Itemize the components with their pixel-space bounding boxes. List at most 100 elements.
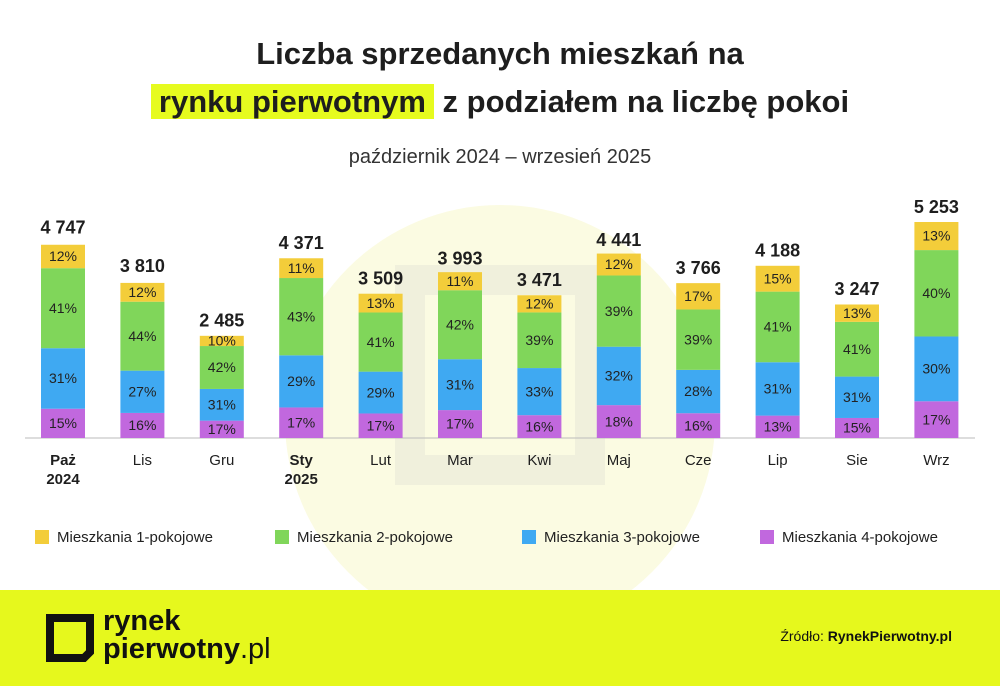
legend-swatch	[760, 530, 774, 544]
x-tick-label: Lis	[133, 452, 152, 469]
bar-segment	[755, 415, 800, 438]
segment-label: 17%	[446, 416, 474, 432]
logo-text: pierwotny	[103, 633, 240, 665]
bar-segment	[914, 401, 959, 438]
bar-segment	[676, 309, 721, 370]
logo-text: pierwotny.pl	[103, 633, 271, 665]
segment-label: 13%	[922, 228, 950, 244]
bar-segment	[120, 412, 165, 438]
x-tick-label: Sie	[846, 452, 868, 469]
total-label: 3 810	[120, 256, 165, 276]
bar-segment	[914, 250, 959, 337]
bar-segment	[914, 336, 959, 402]
total-label: 5 253	[914, 197, 959, 217]
bar-segment	[120, 282, 165, 302]
bar-segment	[517, 312, 562, 369]
segment-label: 29%	[287, 373, 315, 389]
total-label: 3 993	[437, 249, 482, 269]
bar-segment	[517, 368, 562, 416]
x-tick-label: Cze	[685, 452, 712, 469]
logo-icon	[46, 614, 94, 662]
bar-segment	[41, 408, 85, 438]
bar-segment	[120, 370, 165, 413]
segment-label: 17%	[367, 417, 395, 433]
segment-label: 16%	[525, 418, 553, 434]
segment-label: 31%	[764, 381, 792, 397]
bar-segment	[835, 376, 879, 418]
bar-segment	[199, 335, 244, 347]
bar-segment	[41, 348, 85, 409]
segment-label: 43%	[287, 308, 315, 324]
total-label: 4 441	[596, 230, 641, 250]
bar-segment	[199, 346, 244, 389]
segment-label: 31%	[446, 376, 474, 392]
bar-segment	[676, 283, 721, 310]
subtitle: październik 2024 – wrzesień 2025	[348, 146, 652, 168]
bar-segment	[438, 290, 482, 360]
bar-segment	[755, 362, 800, 416]
total-label: 3 247	[834, 279, 879, 299]
bar-segment	[517, 295, 562, 313]
bar-segment	[835, 321, 879, 377]
segment-label: 31%	[49, 370, 77, 386]
bar-segment	[438, 359, 482, 411]
segment-label: 27%	[128, 383, 156, 399]
segment-label: 42%	[208, 359, 236, 375]
bar-segment	[438, 410, 482, 438]
segment-label: 16%	[128, 417, 156, 433]
bar-segment	[120, 301, 165, 371]
chart: 15% 31% 41% 12% 4 747 Paż 2024 16% 27% 44% 12% 3 81…	[25, 197, 975, 590]
legend-label: Mieszkania 4-pokojowe	[782, 529, 938, 546]
bar-segment	[199, 388, 244, 421]
bar-segment	[755, 265, 800, 292]
legend-label: Mieszkania 3-pokojowe	[544, 529, 700, 546]
segment-label: 40%	[922, 285, 950, 301]
bar-segment	[596, 275, 641, 347]
bar-segment	[199, 420, 244, 438]
segment-label: 42%	[446, 316, 474, 332]
source-name: RynekPierwotny.pl	[827, 628, 952, 644]
bar-segment	[676, 413, 721, 438]
x-tick-label: Paż 2024	[46, 452, 80, 488]
bar-segment	[755, 291, 800, 363]
source: Źródło: RynekPierwotny.pl	[780, 628, 952, 644]
segment-label: 15%	[843, 420, 871, 436]
bar-segment	[41, 244, 85, 269]
background-logo	[395, 265, 605, 485]
segment-label: 12%	[49, 248, 77, 264]
segment-label: 32%	[605, 368, 633, 384]
x-tick-label: Sty 2025	[285, 452, 318, 488]
segment-label: 18%	[605, 413, 633, 429]
total-label: 3 766	[676, 258, 721, 278]
total-label: 3 471	[517, 270, 562, 290]
bar-segment	[279, 258, 324, 279]
bar-segment	[279, 407, 324, 438]
segment-label: 11%	[447, 273, 474, 289]
bar-segment	[517, 415, 562, 438]
x-tick-label: Kwi	[527, 452, 551, 469]
bar-segment	[596, 346, 641, 406]
title-rest: z podziałem na liczbę pokoi	[442, 84, 850, 119]
segment-label: 12%	[128, 284, 156, 300]
segment-label: 39%	[525, 332, 553, 348]
title-line: rynku pierwotnym z podziałem na liczbę p…	[0, 78, 1000, 126]
segment-label: 39%	[605, 303, 633, 319]
segment-label: 17%	[287, 414, 315, 430]
title-highlight: rynku pierwotnym	[150, 84, 434, 119]
segment-label: 17%	[922, 411, 950, 427]
legend-label: Mieszkania 1-pokojowe	[57, 529, 213, 546]
logo-text: rynek	[103, 605, 181, 637]
legend-swatch	[275, 530, 289, 544]
source-label: Źródło:	[780, 628, 824, 644]
total-label: 3 509	[358, 268, 403, 288]
legend-swatch	[522, 530, 536, 544]
bar-segment	[835, 304, 879, 322]
segment-label: 39%	[684, 331, 712, 347]
segment-label: 17%	[684, 288, 712, 304]
total-label: 4 747	[40, 218, 85, 238]
segment-label: 30%	[922, 361, 950, 377]
segment-label: 41%	[367, 334, 395, 350]
segment-label: 12%	[605, 256, 633, 272]
bar-segment	[676, 369, 721, 414]
bar-segment	[438, 272, 482, 291]
